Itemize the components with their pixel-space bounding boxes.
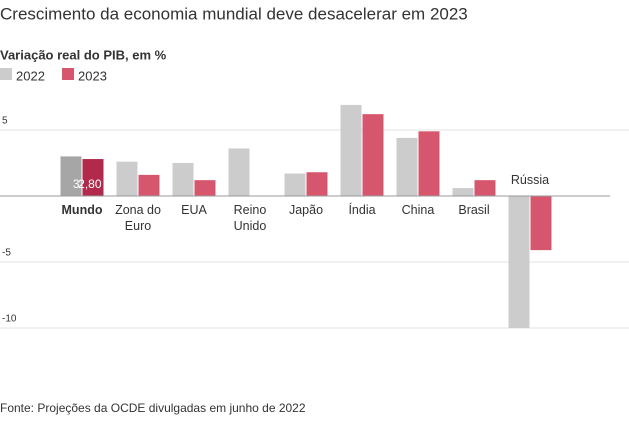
bar — [306, 172, 328, 196]
x-tick-label: Índia — [348, 203, 376, 217]
bar — [172, 163, 194, 196]
bar — [284, 173, 306, 196]
bar — [60, 156, 82, 196]
x-tick-label: EUA — [181, 203, 207, 217]
x-tick-label: Reino Unido — [233, 203, 267, 233]
bar — [340, 104, 362, 196]
bar — [396, 137, 418, 196]
bar — [194, 180, 216, 196]
y-tick-label: 5 — [2, 116, 8, 127]
legend-swatch — [62, 68, 74, 80]
x-tick-label: Rússia — [510, 173, 550, 187]
bar — [508, 196, 530, 328]
x-tick-label: Mundo — [61, 203, 103, 217]
bar — [474, 180, 496, 196]
data-label: 2,80 — [78, 177, 102, 191]
legend-label: 2022 — [16, 68, 45, 83]
bar — [530, 196, 552, 251]
x-tick-label: Zona do Euro — [115, 203, 161, 233]
bar — [116, 161, 138, 196]
legend-swatch — [0, 68, 12, 80]
chart-title: Crescimento da economia mundial deve des… — [0, 4, 468, 23]
source: Fonte: Projeções da OCDE divulgadas em j… — [0, 401, 306, 415]
y-tick-label: -10 — [2, 314, 17, 325]
bar — [362, 114, 384, 196]
x-tick-label: Brasil — [458, 203, 490, 217]
bar — [82, 159, 104, 196]
y-tick-label: -5 — [2, 248, 11, 259]
bar — [452, 188, 474, 196]
chart-subtitle: Variação real do PIB, em % — [0, 47, 167, 62]
x-tick-label: Japão — [288, 203, 324, 217]
legend-label: 2023 — [78, 68, 107, 83]
data-label: 3 — [73, 177, 80, 191]
bar — [228, 148, 250, 196]
x-tick-label: China — [401, 203, 435, 217]
bar — [418, 131, 440, 196]
bar — [138, 174, 160, 196]
